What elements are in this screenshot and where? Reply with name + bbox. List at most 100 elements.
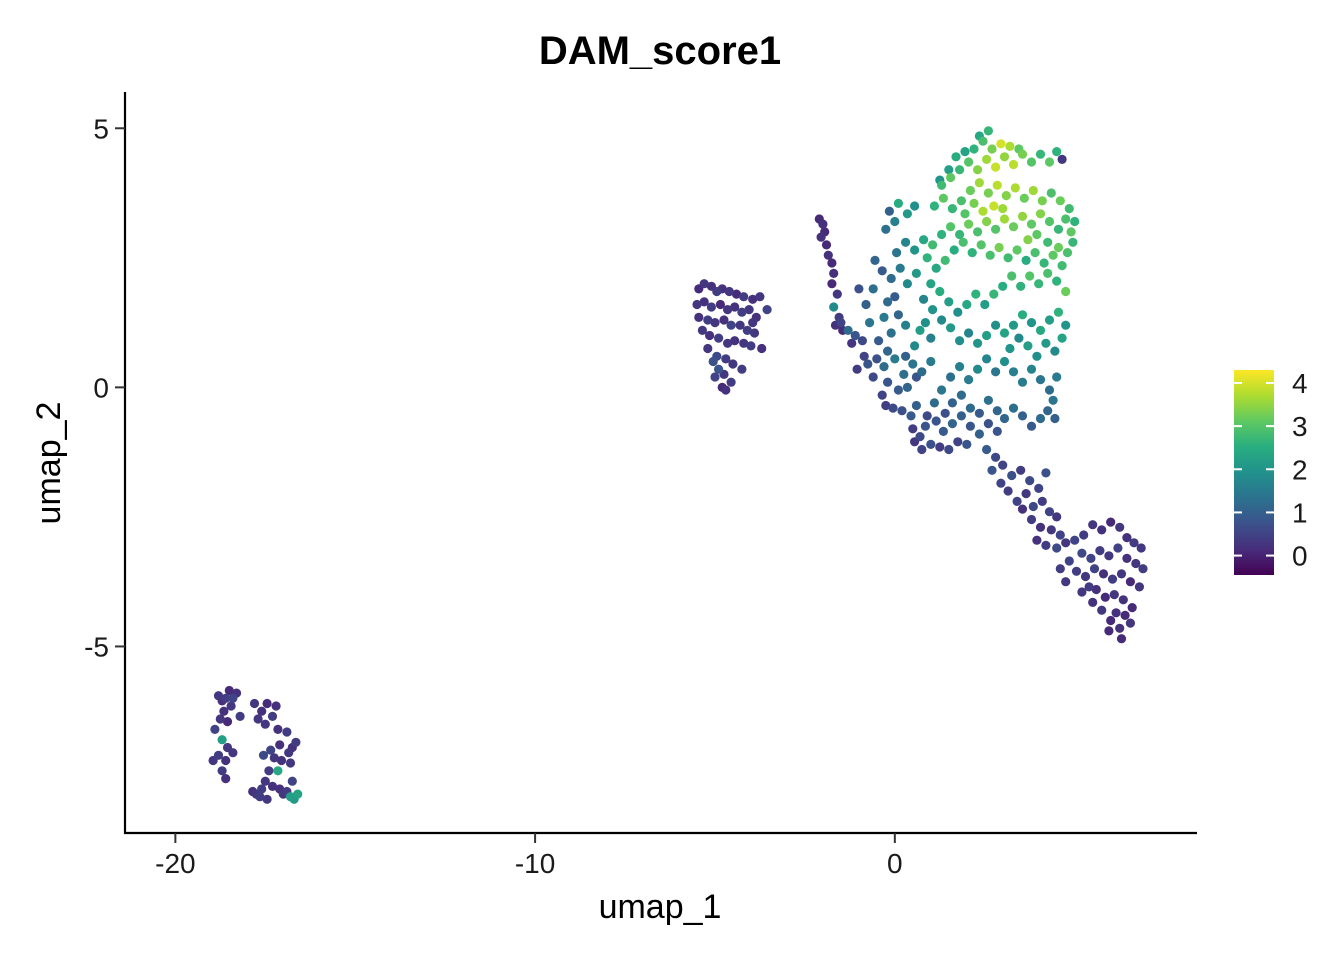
data-point (883, 377, 893, 387)
data-point (902, 209, 913, 219)
data-point (881, 400, 891, 411)
data-point (982, 330, 992, 341)
data-point (1062, 248, 1073, 258)
data-point (1008, 159, 1019, 170)
data-point (744, 305, 754, 315)
data-point (987, 144, 997, 154)
data-point (1116, 634, 1127, 644)
data-point (226, 701, 236, 711)
data-point (1026, 514, 1037, 525)
data-point (213, 750, 224, 760)
data-point (890, 292, 900, 302)
data-point (1008, 403, 1019, 413)
data-point (271, 701, 281, 711)
data-point (1088, 520, 1098, 530)
data-point (965, 185, 976, 196)
data-point (1043, 406, 1053, 416)
data-point (723, 305, 733, 315)
data-point (971, 289, 981, 299)
data-point (865, 318, 875, 328)
data-point (224, 685, 234, 696)
data-point (926, 333, 936, 343)
data-point (991, 162, 1001, 172)
data-point (1052, 276, 1062, 286)
data-point (1129, 538, 1139, 548)
data-point (757, 343, 767, 354)
data-point (973, 165, 983, 175)
data-point (721, 354, 731, 364)
data-point (1068, 237, 1078, 247)
data-point (1053, 224, 1064, 234)
data-point (854, 284, 864, 294)
data-point (901, 351, 911, 361)
data-point (852, 364, 862, 374)
data-point (1136, 543, 1146, 553)
data-point (742, 325, 752, 335)
data-point (886, 273, 896, 284)
data-point (1120, 610, 1130, 621)
data-point (991, 320, 1001, 330)
data-point (976, 240, 986, 250)
data-point (1007, 271, 1017, 281)
data-point (710, 372, 720, 382)
data-point (937, 180, 947, 190)
data-point (1116, 569, 1127, 579)
data-point (249, 698, 260, 709)
data-point (969, 144, 979, 154)
data-point (992, 180, 1002, 190)
data-point (726, 377, 736, 387)
data-point (983, 419, 994, 429)
data-point (908, 359, 918, 369)
legend-tick-label: 0 (1292, 541, 1308, 572)
data-point (998, 460, 1008, 470)
data-point (1050, 346, 1060, 356)
data-point (730, 302, 740, 312)
data-point (991, 224, 1001, 234)
data-point (708, 356, 718, 367)
data-point (938, 426, 949, 436)
data-point (723, 338, 733, 348)
data-point (267, 781, 278, 792)
data-point (1016, 281, 1026, 291)
data-point (969, 198, 979, 208)
data-point (893, 385, 904, 395)
data-point (1035, 325, 1046, 335)
data-point (962, 439, 972, 449)
data-point (1035, 522, 1046, 532)
data-point (960, 209, 970, 219)
y-tick-label: -5 (84, 631, 109, 662)
data-point (1044, 216, 1055, 227)
data-point (1100, 592, 1110, 602)
data-point (951, 152, 961, 162)
data-point (847, 338, 857, 348)
data-point (992, 426, 1002, 436)
data-point (731, 289, 742, 299)
data-point (940, 255, 950, 265)
data-point (1035, 375, 1046, 385)
data-point (724, 286, 734, 297)
data-point (228, 693, 238, 703)
data-point (978, 136, 988, 146)
y-axis-ticks: 5 0 -5 (84, 113, 125, 662)
data-point (1043, 237, 1053, 247)
data-point (694, 312, 704, 322)
data-point (955, 165, 965, 175)
data-point (1003, 486, 1013, 496)
data-point (1138, 564, 1148, 574)
data-point (285, 792, 296, 802)
data-point (955, 229, 965, 240)
data-point (915, 325, 925, 335)
data-point (996, 139, 1006, 149)
data-point (1035, 209, 1046, 219)
data-point (222, 717, 233, 727)
data-point (960, 147, 970, 157)
data-point (706, 302, 717, 312)
data-point (275, 740, 285, 750)
data-point (714, 333, 724, 343)
data-point (1041, 468, 1051, 478)
data-point (1057, 154, 1067, 164)
data-point (946, 222, 956, 232)
data-point (1008, 320, 1019, 330)
data-point (991, 452, 1001, 462)
